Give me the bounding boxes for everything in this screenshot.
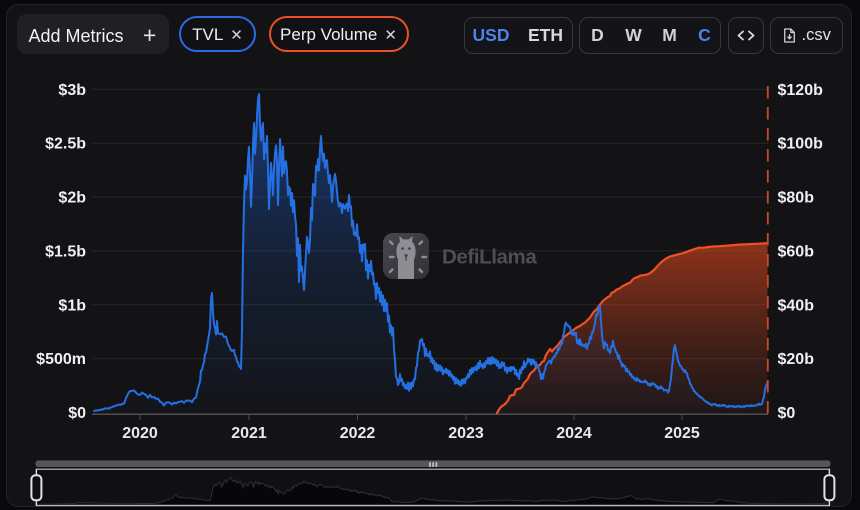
svg-text:$500m: $500m (36, 351, 86, 368)
svg-text:$3b: $3b (58, 82, 86, 99)
svg-text:$60b: $60b (778, 243, 815, 260)
svg-text:$100b: $100b (778, 136, 824, 153)
svg-text:$2.5b: $2.5b (45, 136, 86, 153)
svg-text:$1b: $1b (58, 297, 86, 314)
svg-text:$0: $0 (778, 405, 796, 422)
svg-text:2021: 2021 (231, 425, 267, 442)
svg-text:2023: 2023 (448, 425, 484, 442)
svg-text:2025: 2025 (664, 425, 700, 442)
svg-text:$0: $0 (68, 405, 86, 422)
svg-text:2020: 2020 (122, 425, 158, 442)
svg-text:$2b: $2b (58, 190, 86, 207)
svg-text:2024: 2024 (556, 425, 592, 442)
svg-text:DefiLlama: DefiLlama (442, 246, 537, 269)
svg-text:$120b: $120b (778, 82, 824, 99)
svg-text:$20b: $20b (778, 351, 815, 368)
svg-text:$80b: $80b (778, 190, 815, 207)
svg-text:$1.5b: $1.5b (45, 243, 86, 260)
svg-text:2022: 2022 (340, 425, 376, 442)
svg-text:$40b: $40b (778, 297, 815, 314)
